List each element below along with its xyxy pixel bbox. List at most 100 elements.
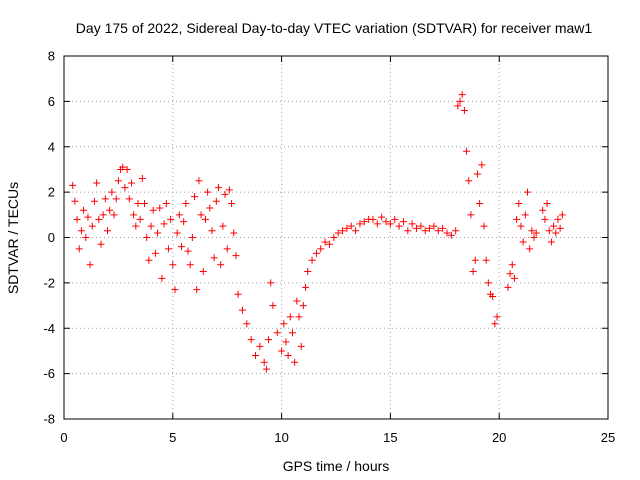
- data-point: [134, 199, 142, 207]
- data-point: [543, 199, 551, 207]
- data-point: [138, 175, 146, 183]
- data-point: [164, 245, 172, 253]
- data-point: [208, 227, 216, 235]
- data-point: [334, 229, 342, 237]
- data-point: [467, 211, 475, 219]
- data-point: [147, 222, 155, 230]
- data-point: [282, 338, 290, 346]
- data-point: [308, 256, 316, 264]
- data-point: [460, 106, 468, 114]
- data-point: [404, 227, 412, 235]
- data-point: [552, 229, 560, 237]
- data-point: [84, 213, 92, 221]
- data-point: [151, 249, 159, 257]
- data-point: [480, 222, 488, 230]
- data-point: [80, 206, 88, 214]
- data-point: [517, 222, 525, 230]
- data-point: [528, 227, 536, 235]
- data-point: [206, 204, 214, 212]
- data-point: [278, 347, 286, 355]
- data-point: [182, 199, 190, 207]
- data-point: [469, 268, 477, 276]
- data-point: [478, 161, 486, 169]
- data-point: [93, 179, 101, 187]
- data-point: [291, 358, 299, 366]
- data-point: [234, 290, 242, 298]
- data-point: [225, 186, 233, 194]
- data-point: [510, 274, 518, 282]
- data-point: [519, 238, 527, 246]
- data-point: [521, 211, 529, 219]
- data-point: [251, 351, 259, 359]
- data-point: [214, 184, 222, 192]
- data-point: [408, 220, 416, 228]
- data-point: [347, 222, 355, 230]
- data-point: [88, 222, 96, 230]
- data-point: [295, 313, 303, 321]
- data-point: [265, 336, 273, 344]
- data-point: [293, 297, 301, 305]
- data-point: [123, 165, 131, 173]
- data-point: [169, 261, 177, 269]
- data-point: [523, 188, 531, 196]
- data-point: [219, 222, 227, 230]
- data-point: [162, 199, 170, 207]
- data-point: [256, 342, 264, 350]
- data-point: [504, 283, 512, 291]
- data-point: [223, 245, 231, 253]
- y-tick-label: 8: [48, 49, 55, 64]
- data-point: [532, 229, 540, 237]
- data-point: [260, 358, 268, 366]
- data-point: [471, 256, 479, 264]
- data-point: [238, 306, 246, 314]
- data-point: [130, 211, 138, 219]
- data-point: [132, 222, 140, 230]
- data-point: [356, 220, 364, 228]
- data-point: [75, 245, 83, 253]
- data-point: [447, 231, 455, 239]
- data-point: [77, 227, 85, 235]
- data-point: [114, 177, 122, 185]
- data-point: [195, 177, 203, 185]
- data-point: [386, 220, 394, 228]
- data-point: [515, 199, 523, 207]
- data-point: [104, 227, 112, 235]
- data-point: [112, 195, 120, 203]
- data-point: [212, 197, 220, 205]
- data-point: [201, 215, 209, 223]
- y-tick-label: 2: [48, 185, 55, 200]
- data-point: [199, 268, 207, 276]
- data-points: [69, 91, 566, 373]
- data-point: [417, 222, 425, 230]
- data-point: [317, 245, 325, 253]
- data-point: [178, 243, 186, 251]
- data-point: [493, 313, 501, 321]
- data-point: [286, 313, 294, 321]
- data-point: [312, 249, 320, 257]
- y-tick-label: 4: [48, 139, 55, 154]
- data-point: [99, 211, 107, 219]
- data-point: [330, 234, 338, 241]
- y-tick-label: 0: [48, 230, 55, 245]
- data-point: [106, 206, 114, 214]
- chart-title: Day 175 of 2022, Sidereal Day-to-day VTE…: [76, 20, 593, 36]
- data-point: [280, 320, 288, 328]
- data-point: [73, 215, 81, 223]
- data-point: [97, 240, 105, 248]
- data-point: [476, 199, 484, 207]
- data-point: [297, 342, 305, 350]
- data-point: [171, 286, 179, 294]
- data-point: [71, 197, 79, 205]
- data-point: [210, 254, 218, 262]
- y-tick-label: -6: [43, 366, 55, 381]
- data-point: [530, 234, 538, 241]
- data-point: [463, 147, 471, 155]
- data-point: [558, 211, 566, 219]
- data-point: [136, 215, 144, 223]
- data-point: [86, 261, 94, 269]
- data-point: [119, 163, 127, 171]
- data-point: [541, 215, 549, 223]
- data-point: [458, 91, 466, 99]
